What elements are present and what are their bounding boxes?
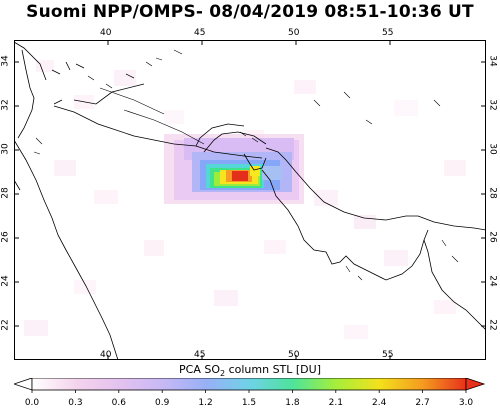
lat-label: 34 [0,55,11,67]
lat-label: 30 [487,143,498,155]
colorbar-tick-label: 1.8 [285,398,300,408]
coastlines-borders [13,41,487,361]
colorbar-tick-label: 1.2 [198,398,212,408]
lon-label: 40 [100,28,112,38]
lat-label: 26 [0,231,11,243]
lat-label: 26 [487,231,498,243]
lat-label: 24 [0,275,11,287]
colorbar-label: PCA SO2 column STL [DU] [0,363,500,378]
lat-label: 28 [487,187,498,199]
colorbar-gradient [31,377,467,391]
colorbar-tick-label: 0.6 [112,398,127,408]
colorbar-tick-label: 2.4 [372,398,387,408]
colorbar-tick-label: 3.0 [459,398,474,408]
lon-label: 45 [194,28,206,38]
colorbar-max-arrow [465,377,486,391]
colorbar-tick-label: 0.3 [68,398,82,408]
map-panel [13,40,487,364]
colorbar-tick-label: 2.7 [415,398,429,408]
colorbar-label-prefix: PCA SO [179,363,220,376]
lon-label: 55 [382,28,394,38]
colorbar-tick-label: 0.9 [155,398,170,408]
colorbar-svg: 0.0 0.3 0.6 0.9 1.2 1.5 1.8 2.1 2.4 2.7 … [12,377,486,408]
colorbar-tick-labels: 0.0 0.3 0.6 0.9 1.2 1.5 1.8 2.1 2.4 2.7 … [25,398,474,408]
lon-label: 45 [194,350,206,360]
so2-plume [164,134,304,204]
colorbar-min-arrow [12,377,33,391]
lat-label: 34 [487,55,498,67]
lat-label: 22 [487,319,498,331]
background-noise-pixels [24,60,466,339]
colorbar-tick-label: 2.1 [329,398,343,408]
lat-label: 24 [487,275,498,287]
colorbar-ticks [31,390,467,393]
lon-label: 50 [288,350,300,360]
colorbar-label-subscript: 2 [219,369,226,379]
lon-label: 40 [100,350,112,360]
map-frame-border [14,40,486,360]
lat-label: 32 [0,99,11,111]
lat-label: 28 [0,187,11,199]
colorbar-label-suffix: column STL [DU] [225,363,321,376]
lat-label: 32 [487,99,498,111]
lon-label: 55 [382,350,394,360]
lat-label: 30 [0,143,11,155]
colorbar: 0.0 0.3 0.6 0.9 1.2 1.5 1.8 2.1 2.4 2.7 … [12,377,486,416]
so2-map [13,40,487,361]
lat-label: 22 [0,319,11,331]
map-tick-marks [14,40,486,360]
lon-label: 50 [288,28,300,38]
colorbar-tick-label: 0.0 [25,398,40,408]
map-title: Suomi NPP/OMPS- 08/04/2019 08:51-10:36 U… [26,2,474,22]
colorbar-tick-label: 1.5 [242,398,256,408]
